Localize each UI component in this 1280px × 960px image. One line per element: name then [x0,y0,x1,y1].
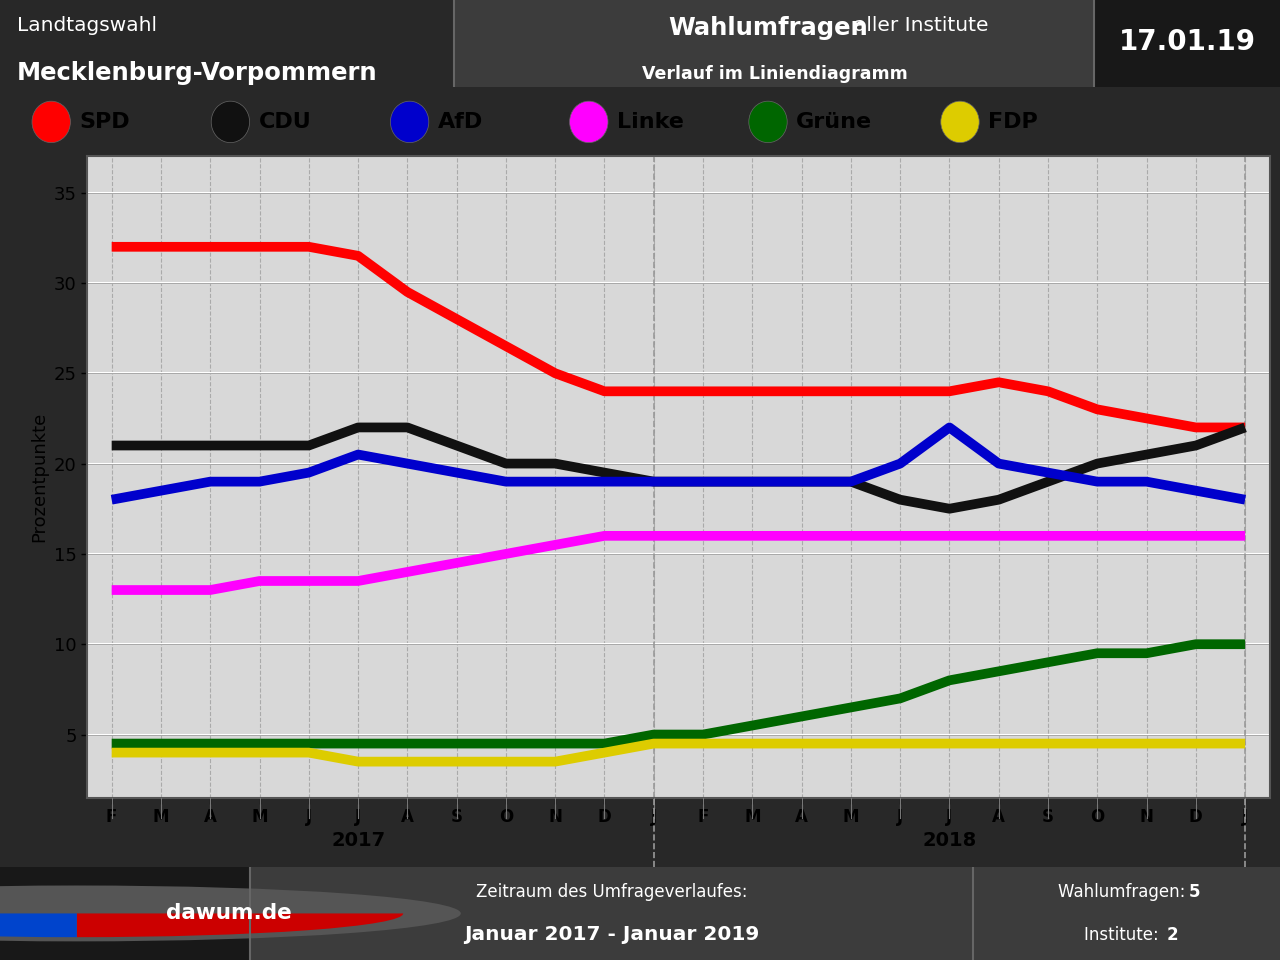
Text: 5: 5 [1189,883,1199,901]
Text: AfD: AfD [438,112,483,132]
Text: Mecklenburg-Vorpommern: Mecklenburg-Vorpommern [17,61,378,85]
Text: Landtagswahl: Landtagswahl [17,15,156,35]
Text: CDU: CDU [259,112,311,132]
Text: 2017: 2017 [332,831,385,851]
Bar [454,0,1094,87]
Bar [0,0,454,87]
Text: Grüne: Grüne [796,112,872,132]
Wedge shape [77,914,403,937]
Text: Wahlumfragen:: Wahlumfragen: [1057,883,1190,901]
Ellipse shape [211,101,250,143]
Bar [0,867,250,960]
Ellipse shape [749,101,787,143]
Ellipse shape [32,101,70,143]
Y-axis label: Prozentpunkte: Prozentpunkte [29,412,49,542]
Text: SPD: SPD [79,112,131,132]
Text: 17.01.19: 17.01.19 [1119,28,1257,56]
Bar [250,867,973,960]
Text: Zeitraum des Umfrageverlaufes:: Zeitraum des Umfrageverlaufes: [476,883,748,901]
Text: dawum.de: dawum.de [166,903,292,924]
Text: aller Institute: aller Institute [854,15,989,35]
Wedge shape [0,914,77,937]
Ellipse shape [390,101,429,143]
Bar [973,867,1280,960]
Text: FDP: FDP [988,112,1038,132]
Text: Wahlumfragen: Wahlumfragen [668,15,868,39]
Text: 2: 2 [1166,925,1179,944]
Ellipse shape [941,101,979,143]
Ellipse shape [570,101,608,143]
Text: Verlauf im Liniendiagramm: Verlauf im Liniendiagramm [641,64,908,83]
Circle shape [0,885,461,942]
Bar [1094,0,1280,87]
Text: Linke: Linke [617,112,684,132]
Text: Januar 2017 - Januar 2019: Januar 2017 - Januar 2019 [465,925,759,945]
Text: Institute:: Institute: [1084,925,1164,944]
Text: 2018: 2018 [923,831,977,851]
